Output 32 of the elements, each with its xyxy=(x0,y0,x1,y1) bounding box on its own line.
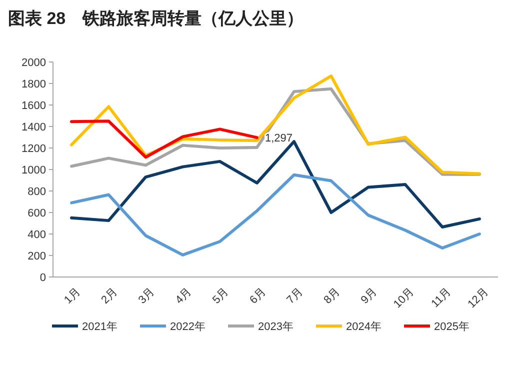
line-series xyxy=(70,173,481,256)
x-tick-label: 11月 xyxy=(429,286,454,310)
y-tick-label: 0 xyxy=(40,272,46,284)
legend-label: 2024年 xyxy=(346,321,382,333)
y-tick-label: 1800 xyxy=(22,78,46,90)
chart-title: 图表 28 铁路旅客周转量（亿人公里） xyxy=(8,9,304,28)
y-tick-label: 1400 xyxy=(22,122,46,134)
x-tick-label: 5月 xyxy=(210,286,232,306)
legend-label: 2021年 xyxy=(82,321,118,333)
x-tick-label: 1月 xyxy=(62,286,83,306)
x-tick-label: 2月 xyxy=(99,286,120,306)
line-series xyxy=(70,120,258,159)
y-tick-label: 400 xyxy=(28,229,46,241)
x-tick-label: 12月 xyxy=(466,286,491,311)
y-tick-label: 600 xyxy=(28,208,46,220)
x-tick-label: 3月 xyxy=(136,286,157,306)
legend-label: 2022年 xyxy=(170,321,206,333)
y-tick-label: 1000 xyxy=(22,164,46,176)
y-tick-label: 1600 xyxy=(22,100,46,112)
x-tick-label: 4月 xyxy=(173,286,194,306)
y-tick-label: 1200 xyxy=(22,143,46,155)
x-tick-label: 6月 xyxy=(248,286,268,306)
y-tick-label: 800 xyxy=(28,186,46,198)
legend-label: 2025年 xyxy=(434,321,470,333)
x-tick-label: 8月 xyxy=(322,286,342,306)
legend-label: 2023年 xyxy=(258,321,294,333)
x-tick-label: 10月 xyxy=(392,286,417,311)
data-label: 1,297 xyxy=(264,132,292,145)
y-tick-label: 2000 xyxy=(22,57,46,69)
x-tick-label: 7月 xyxy=(284,286,306,306)
x-tick-label: 9月 xyxy=(358,286,380,306)
y-tick-label: 200 xyxy=(28,250,46,262)
